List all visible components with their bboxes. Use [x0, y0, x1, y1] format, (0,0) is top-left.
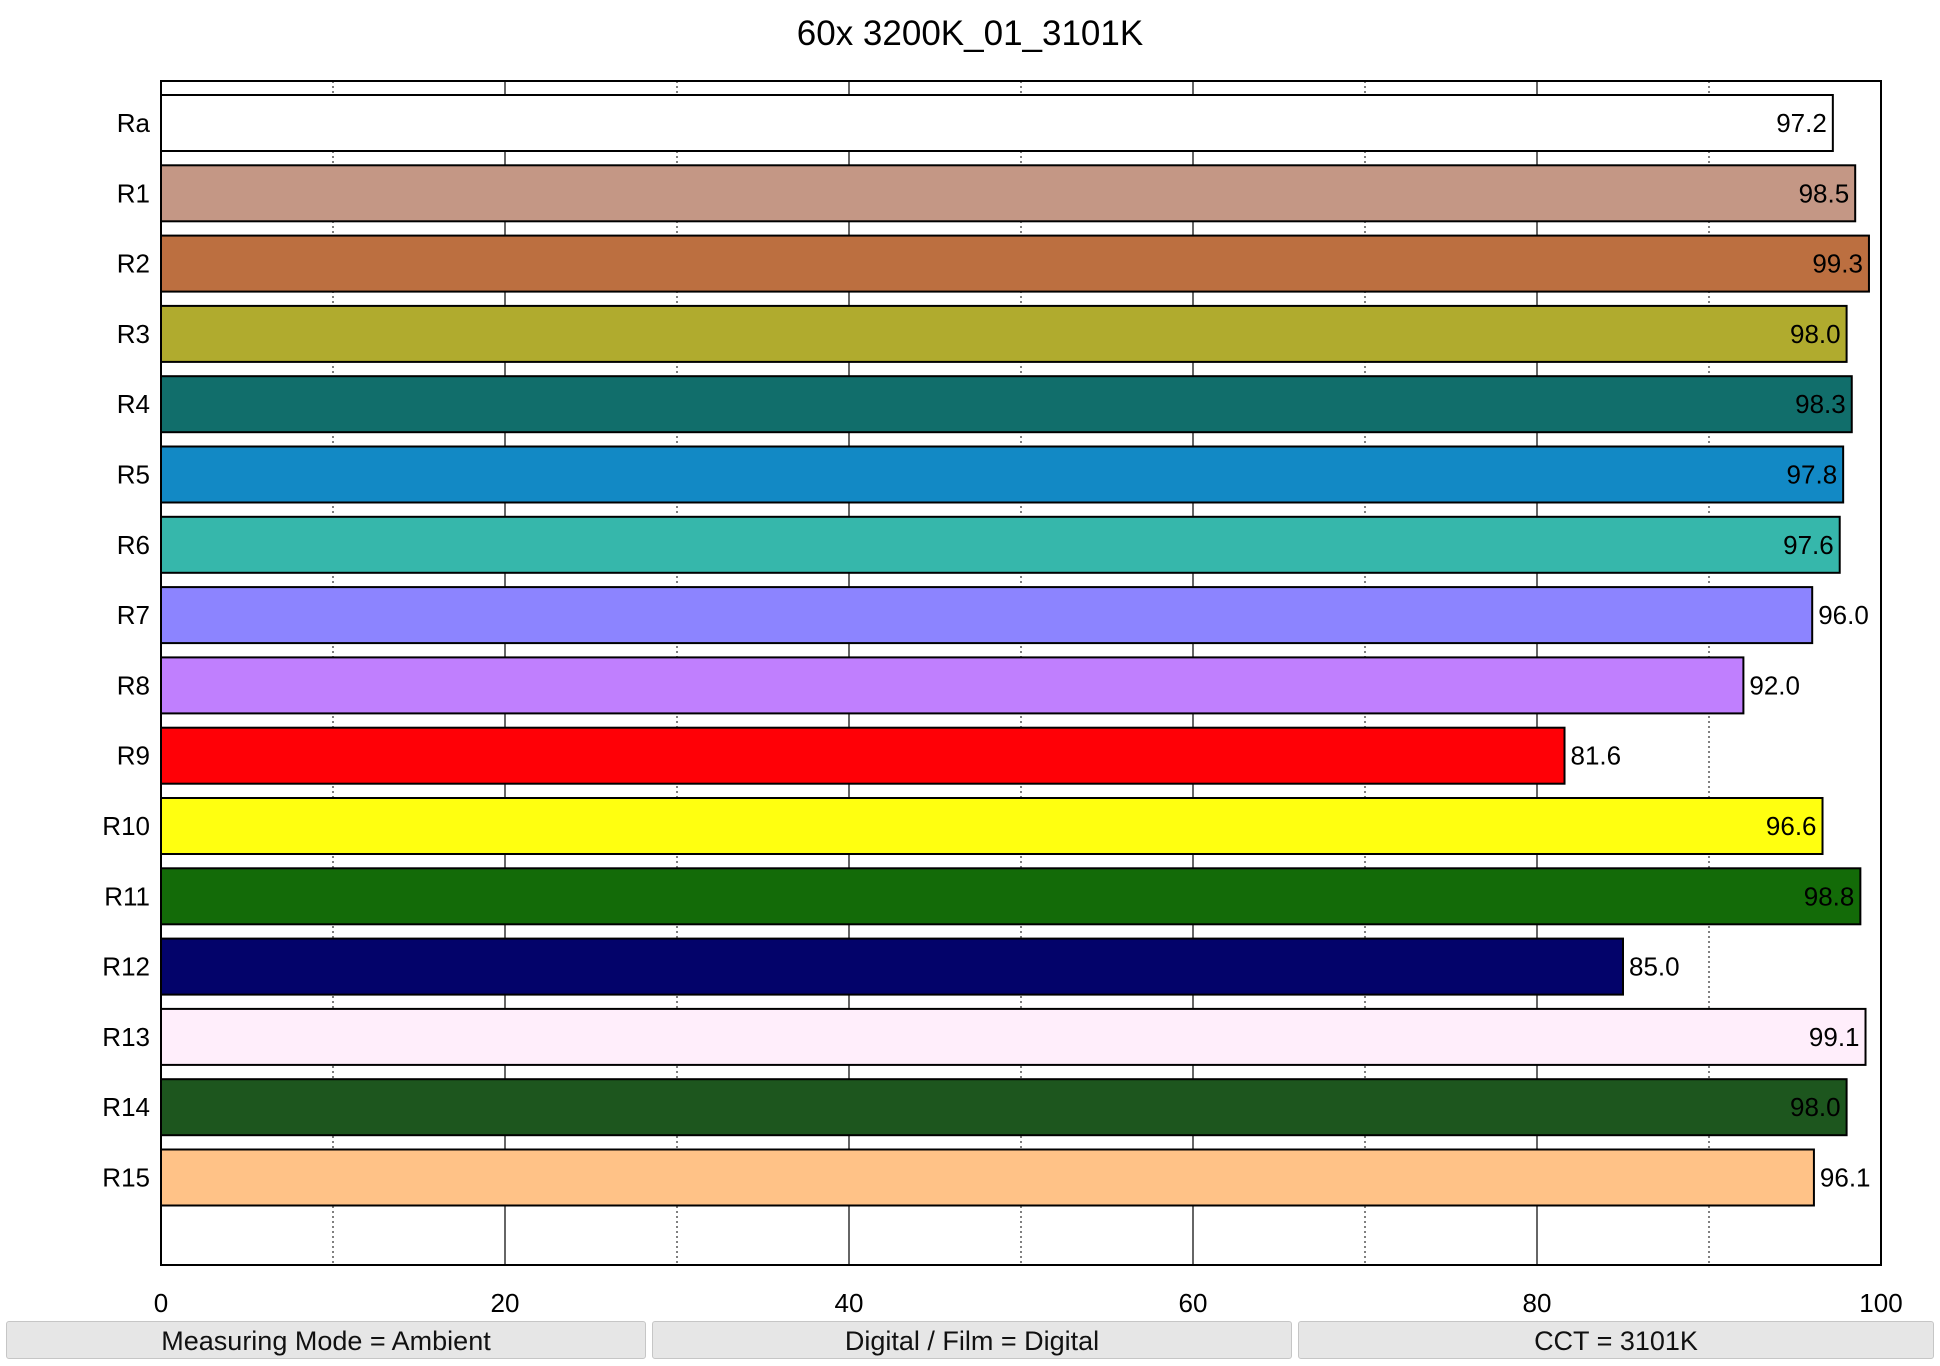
bar-ra [160, 94, 1834, 152]
category-label: R8 [117, 670, 150, 700]
value-label: 97.2 [1776, 108, 1827, 138]
bar-r3 [160, 304, 1848, 363]
bar-r6 [160, 515, 1841, 574]
value-label: 96.1 [1820, 1163, 1871, 1193]
value-label: 98.5 [1799, 178, 1850, 208]
bar-r15 [160, 1148, 1815, 1207]
category-label: R12 [102, 952, 150, 982]
bar-r9 [160, 726, 1566, 785]
plot-border [160, 80, 1882, 1266]
plot-frame [160, 80, 1882, 1266]
category-label: R10 [102, 811, 150, 841]
value-label: 98.3 [1795, 389, 1846, 419]
bar-r13 [160, 1007, 1867, 1066]
category-label: R14 [102, 1092, 150, 1122]
value-label: 85.0 [1629, 952, 1680, 982]
x-tick-label: 60 [1179, 1288, 1208, 1318]
category-label: R4 [117, 389, 150, 419]
category-label: R9 [117, 741, 150, 771]
value-label: 98.0 [1790, 1092, 1841, 1122]
value-label: 96.0 [1818, 600, 1869, 630]
bar-r4 [160, 375, 1853, 434]
x-tick-label: 0 [154, 1288, 168, 1318]
category-label: R13 [102, 1022, 150, 1052]
category-label: R3 [117, 319, 150, 349]
x-tick-label: 40 [835, 1288, 864, 1318]
x-tick-label: 100 [1859, 1288, 1902, 1318]
digital-film-status: Digital / Film = Digital [652, 1321, 1292, 1359]
category-label: R6 [117, 530, 150, 560]
x-tick-label: 80 [1523, 1288, 1552, 1318]
measuring-mode-status: Measuring Mode = Ambient [6, 1321, 646, 1359]
category-label: R5 [117, 460, 150, 490]
value-label: 81.6 [1571, 741, 1622, 771]
value-label: 99.1 [1809, 1022, 1860, 1052]
value-label: 96.6 [1766, 811, 1817, 841]
bar-r14 [160, 1078, 1848, 1137]
value-label: 98.0 [1790, 319, 1841, 349]
bar-r7 [160, 586, 1814, 645]
bars [160, 94, 1870, 1207]
category-label: R2 [117, 249, 150, 279]
status-bar: Measuring Mode = Ambient Digital / Film … [0, 1321, 1940, 1361]
category-label: Ra [117, 108, 151, 138]
bar-r12 [160, 937, 1624, 996]
bar-r1 [160, 164, 1857, 223]
value-label: 92.0 [1749, 670, 1800, 700]
value-label: 99.3 [1812, 249, 1863, 279]
category-label: R11 [104, 881, 150, 911]
labels: Ra 97.2 R1 98.5 R2 99.3 R3 98.0 R4 98.3 R5 97.8 R6 97… [102, 108, 1902, 1318]
x-tick-label: 20 [491, 1288, 520, 1318]
chart-title: 60x 3200K_01_3101K [796, 14, 1144, 53]
bar-r2 [160, 234, 1870, 293]
bar-r5 [160, 445, 1845, 504]
bar-chart: Ra 97.2 R1 98.5 R2 99.3 R3 98.0 R4 98.3 R5 97.8 R6 97… [102, 80, 1903, 1318]
value-label: 97.6 [1783, 530, 1834, 560]
category-label: R7 [117, 600, 150, 630]
value-label: 97.8 [1787, 460, 1838, 490]
category-label: R1 [117, 178, 150, 208]
category-label: R15 [102, 1163, 150, 1193]
cct-status: CCT = 3101K [1298, 1321, 1934, 1359]
bar-r11 [160, 867, 1862, 926]
bar-r8 [160, 656, 1745, 715]
bar-r10 [160, 797, 1824, 855]
value-label: 98.8 [1804, 881, 1855, 911]
